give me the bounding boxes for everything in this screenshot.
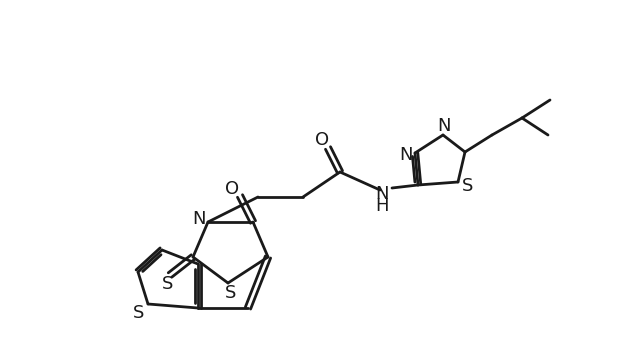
Text: N: N bbox=[437, 117, 451, 135]
Text: O: O bbox=[315, 131, 329, 149]
Text: S: S bbox=[163, 275, 173, 293]
Text: N: N bbox=[399, 146, 413, 164]
Text: S: S bbox=[462, 177, 474, 195]
Text: N: N bbox=[192, 210, 205, 228]
Text: O: O bbox=[225, 180, 239, 198]
Text: N: N bbox=[375, 185, 388, 203]
Text: H: H bbox=[375, 197, 388, 215]
Text: S: S bbox=[225, 284, 237, 302]
Text: S: S bbox=[133, 304, 145, 322]
